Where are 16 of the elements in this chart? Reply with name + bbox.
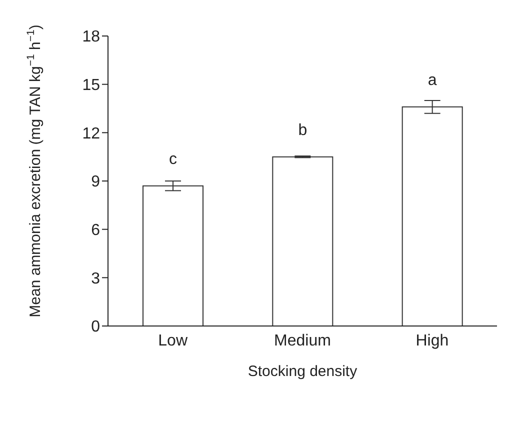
annotation: a bbox=[428, 72, 437, 89]
x-tick-label: High bbox=[416, 332, 449, 350]
y-tick-label: 0 bbox=[91, 318, 100, 336]
annotation: b bbox=[298, 122, 308, 139]
y-tick-label: 15 bbox=[82, 77, 100, 94]
x-tick-label: Medium bbox=[274, 332, 331, 350]
x-tick-label: Low bbox=[158, 332, 188, 350]
y-tick-label: 18 bbox=[82, 28, 100, 46]
bar bbox=[272, 156, 334, 326]
annotation: c bbox=[169, 150, 177, 168]
y-tick-label: 3 bbox=[91, 270, 100, 288]
bar bbox=[142, 185, 204, 326]
x-axis-title: Stocking density bbox=[248, 363, 358, 380]
y-tick-label: 12 bbox=[82, 125, 100, 142]
y-tick-label: 6 bbox=[91, 222, 100, 240]
y-tick-label: 9 bbox=[91, 174, 100, 191]
